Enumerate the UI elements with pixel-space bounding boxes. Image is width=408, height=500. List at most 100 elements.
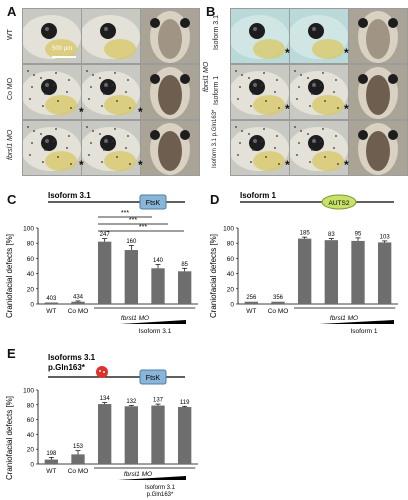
n-label: 103 <box>380 234 391 240</box>
y-tick-label: 20 <box>227 286 235 293</box>
n-label: 160 <box>126 239 137 245</box>
panel-label-e: E <box>7 346 16 361</box>
bar <box>151 405 165 464</box>
y-axis-title-c: Craniofacial defects [%] <box>5 234 14 318</box>
domain-label-c: FtsK <box>146 200 161 207</box>
n-label: 83 <box>328 232 335 238</box>
construct-label-c: Isoform 3.1 <box>48 191 91 200</box>
dose-wedge-e <box>118 476 186 480</box>
embryo-photo-b-1-3 <box>348 8 408 64</box>
category-label: Co MO <box>68 468 89 475</box>
n-label: 256 <box>246 295 257 301</box>
n-label: 247 <box>100 232 111 238</box>
category-label: WT <box>46 308 56 315</box>
bar <box>124 406 138 464</box>
n-label: 95 <box>355 231 362 237</box>
mutation-marker-e <box>96 366 108 378</box>
n-label: 134 <box>100 396 111 402</box>
embryo-photo-b-2-2 <box>289 64 349 120</box>
embryo-photo-a-2-1 <box>22 64 82 120</box>
panel-label-a: A <box>7 4 17 19</box>
y-axis-title-d: Craniofacial defects [%] <box>209 234 218 318</box>
y-tick-label: 40 <box>27 271 35 278</box>
y-tick-label: 100 <box>23 388 34 395</box>
y-tick-label: 20 <box>27 286 35 293</box>
domain-box-c <box>139 194 167 210</box>
mutation-marker-e-dot2 <box>103 371 105 373</box>
bar <box>178 407 192 464</box>
asterisk-a-mo-3: * <box>138 158 143 172</box>
y-axis-title-e: Craniofacial defects [%] <box>5 396 14 480</box>
n-label: 198 <box>46 451 57 457</box>
n-label: 137 <box>153 398 164 404</box>
domain-label-e: FtsK <box>146 375 161 382</box>
bar <box>71 454 85 464</box>
y-tick-label: 80 <box>27 402 35 409</box>
y-tick-label: 40 <box>227 271 235 278</box>
embryo-photo-b-3-3 <box>348 120 408 176</box>
asterisk-b-r2-3: * <box>344 102 349 116</box>
bar <box>151 268 165 304</box>
construct-label-e-2: p.Gln163* <box>48 363 86 372</box>
embryo-photo-b-1-2 <box>289 8 349 64</box>
panel-b-row-label-fbrsl1-mo: fbrsl1 MO <box>203 61 210 92</box>
mutation-marker-e-dot1 <box>99 370 101 372</box>
embryo-photo-a-3-3 <box>140 120 200 176</box>
asterisk-a-co-mo-3: * <box>138 105 143 119</box>
y-tick-label: 80 <box>227 241 235 248</box>
y-tick-label: 20 <box>27 447 35 454</box>
panel-b-row-label-isoform-3-1-q163: Isoform 3.1 p.Gln163* <box>212 109 218 168</box>
asterisk-a-co-mo-2: * <box>79 105 84 119</box>
scale-bar-label: 500 µm <box>52 46 73 52</box>
dose-label-c: Isoform 3.1 <box>139 328 172 335</box>
significance-c-3: *** <box>139 224 147 231</box>
asterisk-a-mo-2: * <box>79 158 84 172</box>
panel-a-row-label-co-mo: Co MO <box>7 77 14 100</box>
embryo-photo-b-3-2 <box>289 120 349 176</box>
panel-label-b: B <box>206 4 216 19</box>
n-label: 153 <box>73 444 84 450</box>
y-tick-label: 0 <box>230 302 234 309</box>
bar <box>298 238 312 304</box>
asterisk-b-r3-3: * <box>344 158 349 172</box>
asterisk-b-r2-2: * <box>285 102 290 116</box>
embryo-photo-a-1-2 <box>81 8 141 64</box>
scale-bar-line <box>52 56 76 58</box>
bar <box>44 302 58 304</box>
dose-wedge-c <box>120 320 186 324</box>
panel-a-row-label-fbrsl1-mo: fbrsl1 MO <box>7 129 14 160</box>
y-tick-label: 80 <box>27 241 35 248</box>
domain-box-e <box>139 369 167 385</box>
category-label: Co MO <box>68 308 89 315</box>
n-label: 434 <box>73 294 84 300</box>
significance-c-1: *** <box>121 210 129 217</box>
chart-d: Isoform 1 AUTS2 Craniofacial defects [%]… <box>209 191 398 335</box>
group-label-e: fbrsl1 MO <box>124 471 152 478</box>
bar <box>178 271 192 304</box>
embryo-photo-a-1-1 <box>22 8 82 64</box>
y-tick-label: 100 <box>23 226 34 233</box>
bar <box>71 301 85 304</box>
embryo-photo-a-3-2 <box>81 120 141 176</box>
panel-label-d: D <box>210 192 220 207</box>
dose-label-e-2: p.Gln163* <box>147 492 174 498</box>
panel-b-row-label-isoform-1: Isoform 1 <box>213 75 220 105</box>
dose-wedge-d <box>319 320 394 324</box>
asterisk-b-r1-3: * <box>344 46 349 60</box>
bar <box>98 404 112 464</box>
category-label: WT <box>46 468 56 475</box>
bar <box>124 250 138 304</box>
bar <box>378 242 392 304</box>
construct-label-d: Isoform 1 <box>240 191 277 200</box>
bar <box>244 301 258 304</box>
y-tick-label: 0 <box>30 302 34 309</box>
y-tick-label: 60 <box>27 256 35 263</box>
n-label: 403 <box>46 296 57 302</box>
bar <box>351 240 365 304</box>
embryo-photo-b-2-1 <box>230 64 290 120</box>
panel-label-c: C <box>7 192 17 207</box>
embryo-photo-a-2-2 <box>81 64 141 120</box>
construct-label-e-1: Isoforms 3.1 <box>48 353 96 362</box>
group-label-d: fbrsl1 MO <box>330 315 358 322</box>
bar <box>324 240 338 304</box>
